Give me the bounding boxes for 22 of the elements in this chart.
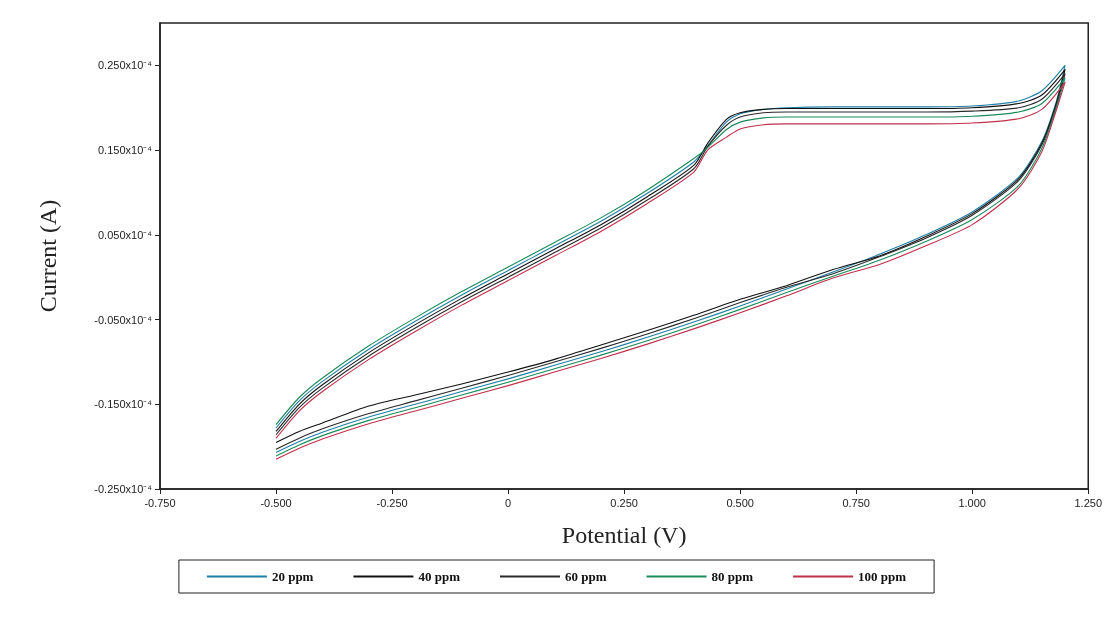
legend-label: 100 ppm [858, 569, 907, 584]
y-axis-title: Current (A) [35, 199, 61, 313]
x-tick-label: -0.750 [144, 496, 176, 509]
y-tick-label: -0.150x10⁻⁴ [94, 398, 153, 411]
x-tick-label: 1.250 [1074, 496, 1102, 509]
legend-label: 80 ppm [711, 569, 754, 584]
x-tick-label: 0.250 [610, 496, 638, 509]
y-tick-label: -0.050x10⁻⁴ [94, 313, 153, 326]
x-axis-title: Potential (V) [561, 522, 687, 548]
x-tick-label: -0.250 [376, 496, 408, 509]
y-tick-label: 0.150x10⁻⁴ [98, 144, 153, 157]
y-tick-label: 0.050x10⁻⁴ [98, 228, 153, 241]
x-tick-label: 0 [505, 496, 512, 509]
x-tick-label: 0.500 [726, 496, 754, 509]
legend-label: 20 ppm [271, 569, 314, 584]
y-tick-label: 0.250x10⁻⁴ [98, 59, 153, 72]
x-tick-label: 1.000 [958, 496, 986, 509]
legend-label: 60 ppm [564, 569, 607, 584]
y-tick-label: -0.250x10⁻⁴ [94, 483, 153, 495]
x-tick-label: 0.750 [842, 496, 870, 509]
legend-label: 40 ppm [418, 569, 461, 584]
x-tick-label: -0.500 [260, 496, 292, 509]
